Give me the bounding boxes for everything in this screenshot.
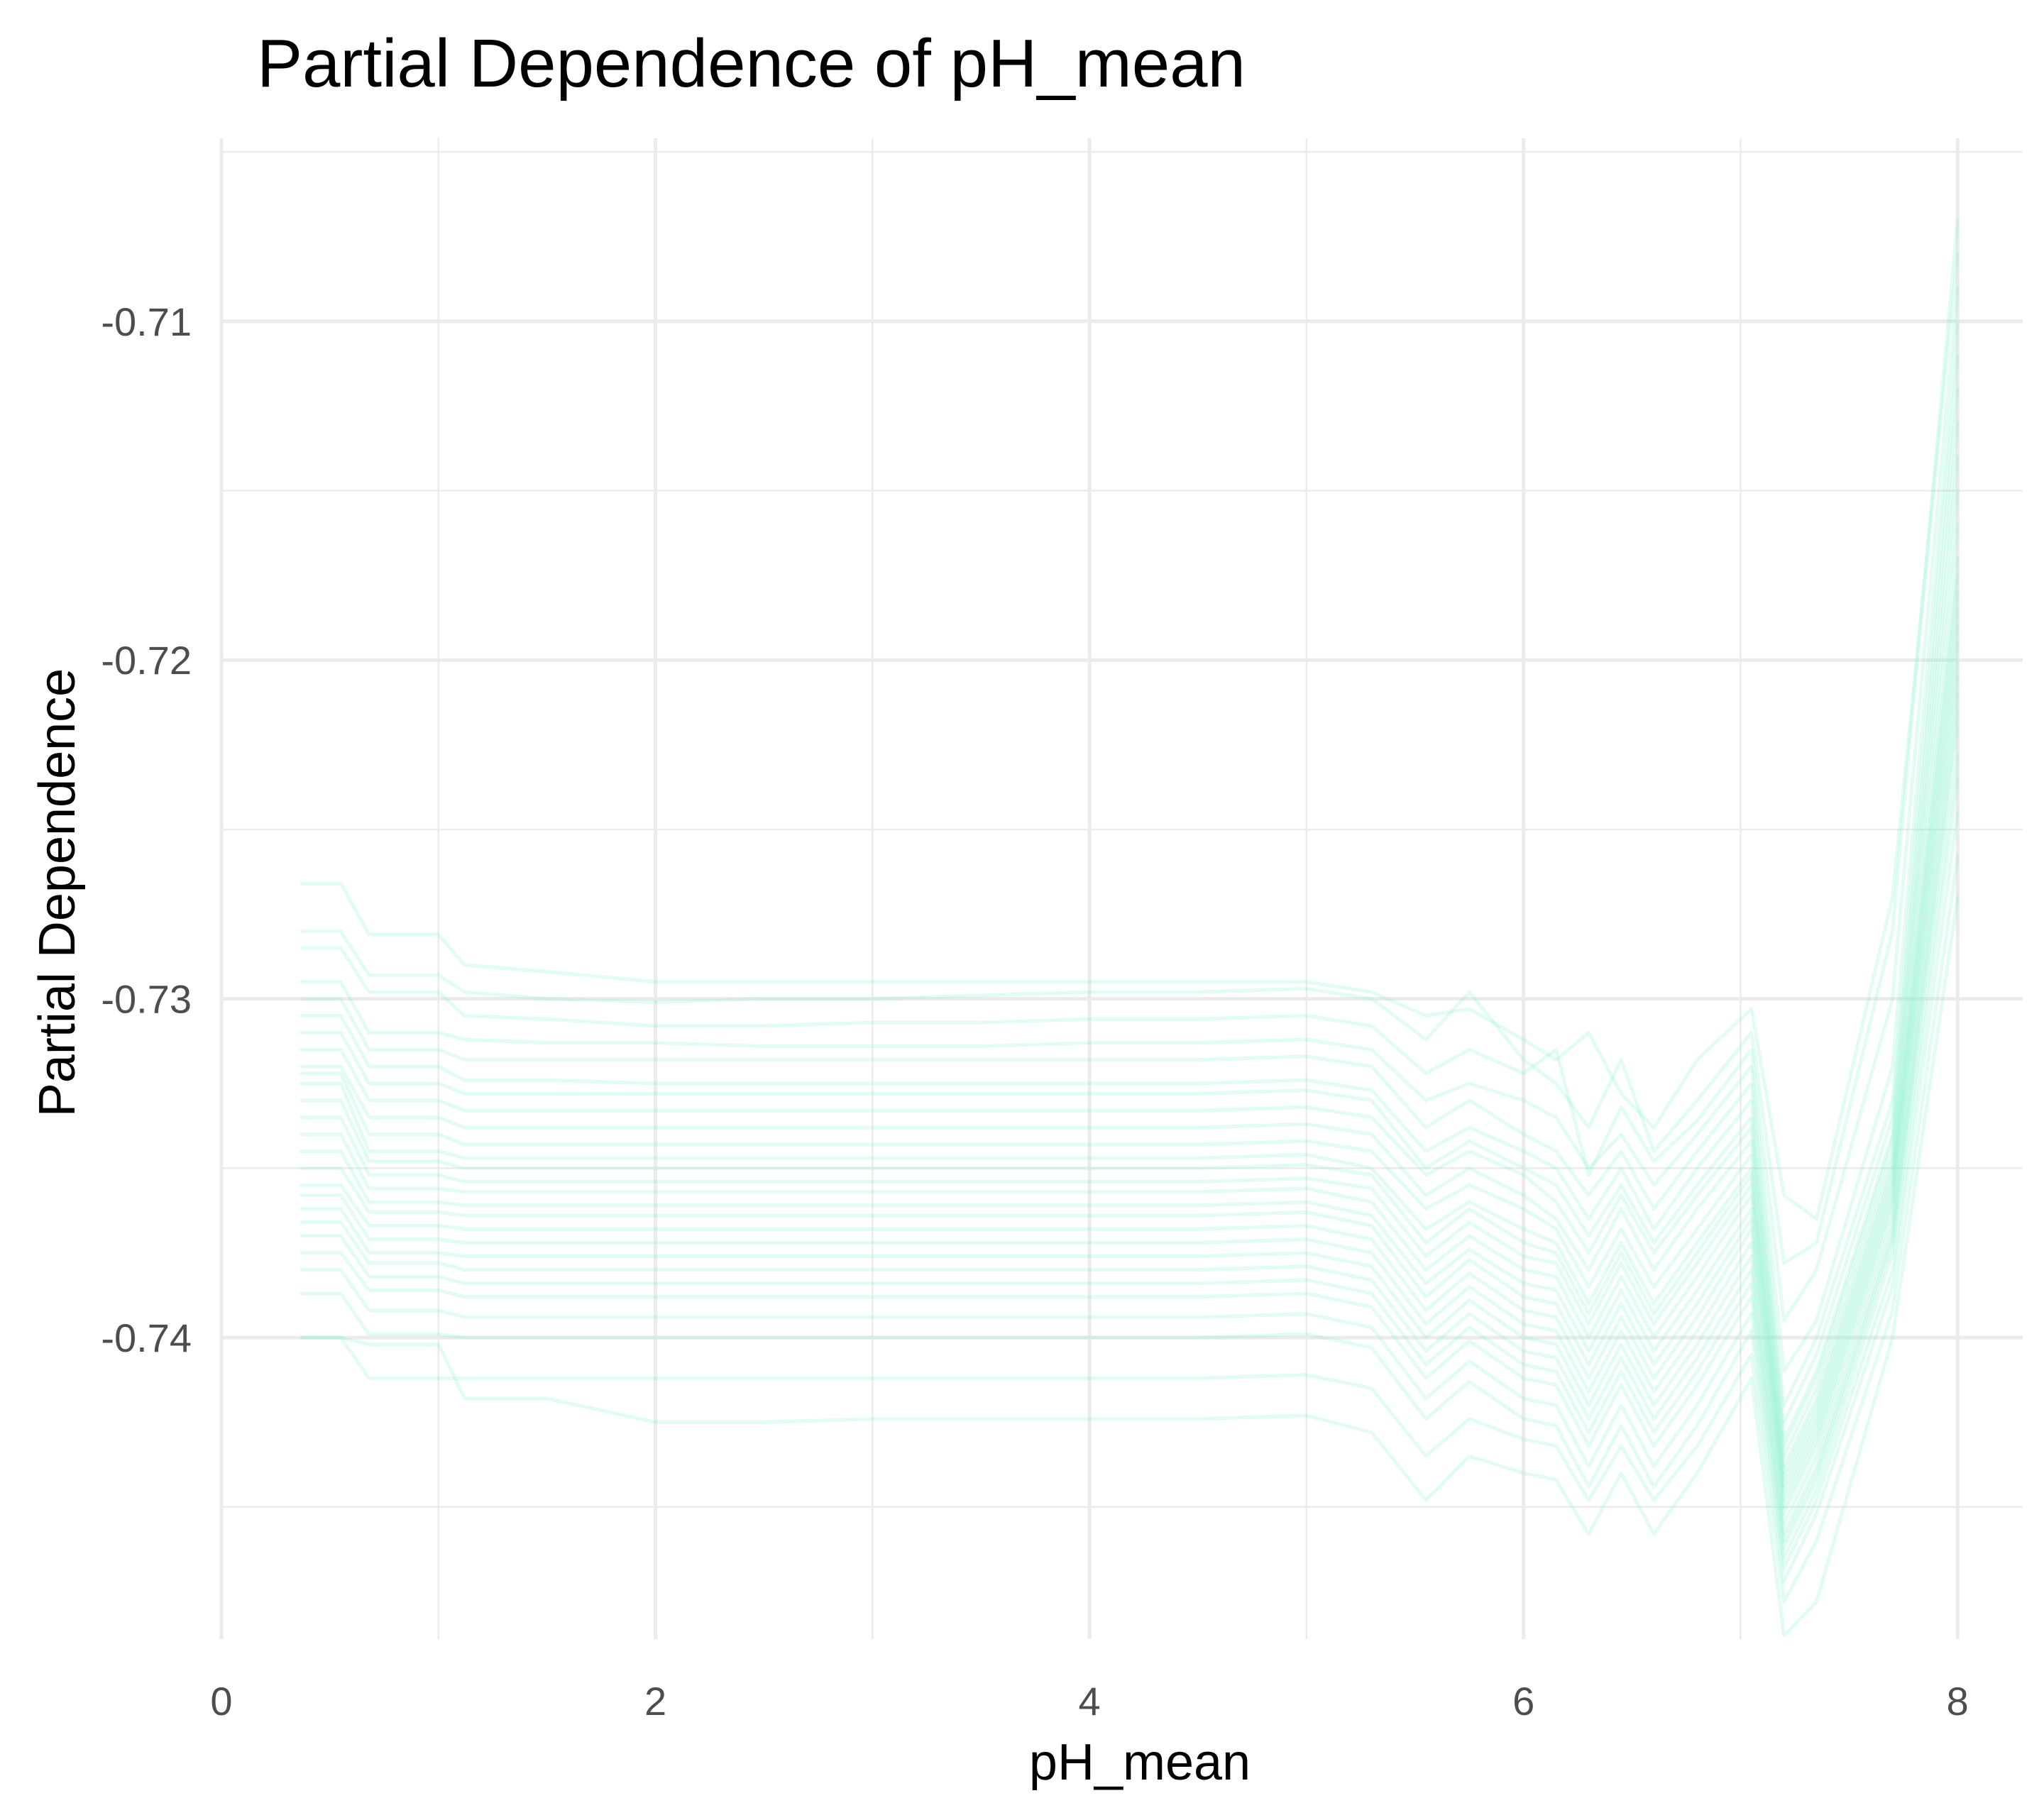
- y-tick-label: -0.73: [101, 977, 192, 1022]
- y-tick-label: -0.72: [101, 638, 192, 683]
- ice-line-3: [300, 285, 1960, 1323]
- x-axis-title: pH_mean: [1029, 1734, 1251, 1791]
- x-tick-label: 2: [644, 1679, 666, 1724]
- ice-line-26: [300, 895, 1960, 1638]
- ice-line-22: [300, 753, 1960, 1560]
- ice-line-12: [300, 573, 1960, 1482]
- ice-line-4: [300, 319, 1960, 1374]
- ice-line-25: [300, 854, 1960, 1604]
- x-axis-ticks: 0 2 4 6 8: [210, 1679, 1968, 1724]
- ice-line-14: [300, 607, 1960, 1496]
- ice-line-7: [300, 421, 1960, 1441]
- chart-title: Partial Dependence of pH_mean: [257, 26, 1246, 101]
- ice-line-8: [300, 455, 1960, 1448]
- ice-line-23: [300, 776, 1960, 1570]
- ice-line-16: [300, 641, 1960, 1509]
- ice-line-21: [300, 726, 1960, 1550]
- ice-line-11: [300, 556, 1960, 1475]
- ice-line-24: [300, 810, 1960, 1584]
- ice-line-18: [300, 675, 1960, 1526]
- y-axis-title: Partial Dependence: [29, 668, 86, 1117]
- ice-line-13: [300, 590, 1960, 1489]
- minor-gridlines: [221, 138, 2023, 1639]
- x-tick-label: 0: [210, 1679, 232, 1724]
- major-gridlines: [219, 138, 2023, 1639]
- ice-line-17: [300, 658, 1960, 1516]
- y-axis-ticks: -0.74 -0.73 -0.72 -0.71: [101, 299, 192, 1360]
- ice-line-10: [300, 522, 1960, 1468]
- ice-line-15: [300, 624, 1960, 1502]
- ice-line-5: [300, 353, 1960, 1408]
- ice-lines: [300, 218, 1960, 1638]
- x-tick-label: 8: [1947, 1679, 1969, 1724]
- ice-line-20: [300, 709, 1960, 1543]
- x-tick-label: 4: [1079, 1679, 1101, 1724]
- ice-line-9: [300, 489, 1960, 1458]
- y-tick-label: -0.74: [101, 1316, 192, 1360]
- ice-line-1: [300, 251, 1960, 1221]
- ice-line-19: [300, 692, 1960, 1536]
- x-tick-label: 6: [1512, 1679, 1534, 1724]
- ice-line-2: [300, 218, 1960, 1265]
- ice-line-6: [300, 387, 1960, 1424]
- y-tick-label: -0.71: [101, 299, 192, 344]
